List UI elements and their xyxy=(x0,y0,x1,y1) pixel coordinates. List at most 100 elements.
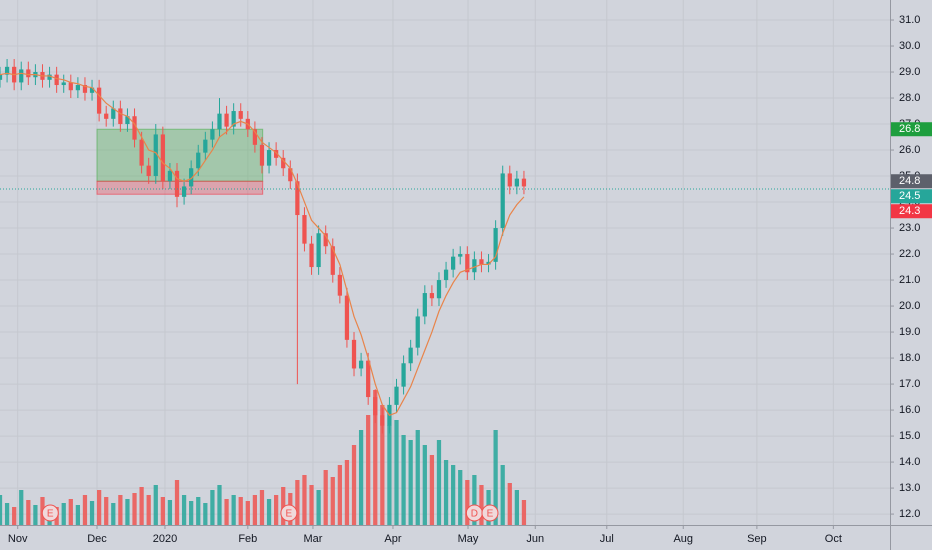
candle-body xyxy=(26,69,31,78)
price-label-box xyxy=(891,122,932,137)
volume-bar xyxy=(465,480,470,525)
y-tick-label: 15.0 xyxy=(899,430,920,442)
volume-bar xyxy=(323,470,328,525)
volume-bar xyxy=(104,497,109,525)
volume-bar xyxy=(4,503,10,525)
volume-bar xyxy=(514,490,519,525)
y-tick-label: 21.0 xyxy=(899,274,920,286)
volume-bar xyxy=(75,505,81,525)
candle-body xyxy=(465,254,470,273)
volume-bar xyxy=(337,465,342,525)
volume-bar xyxy=(309,485,314,525)
price-label: 24.8 xyxy=(899,175,920,187)
candle-body xyxy=(146,165,151,177)
candle-body xyxy=(118,108,123,125)
candle-body xyxy=(479,259,484,265)
x-tick-label: May xyxy=(458,533,479,545)
candle-body xyxy=(0,74,3,80)
candle-body xyxy=(337,274,342,296)
y-tick-label: 28.0 xyxy=(899,92,920,104)
candle-body xyxy=(472,259,477,273)
volume-bar xyxy=(451,465,456,525)
candle-body xyxy=(443,269,449,281)
volume-bar xyxy=(12,507,17,525)
event-label: D xyxy=(471,509,478,520)
volume-bar xyxy=(89,501,95,525)
x-tick-label: Jul xyxy=(600,533,614,545)
price-label: 24.5 xyxy=(899,190,920,202)
y-tick-label: 16.0 xyxy=(899,404,920,416)
volume-bar xyxy=(111,503,116,525)
volume-bar xyxy=(231,495,236,525)
x-tick-label: Nov xyxy=(8,533,28,545)
event-marker xyxy=(280,504,298,522)
y-tick-label: 20.0 xyxy=(899,300,920,312)
y-tick-label: 22.0 xyxy=(899,248,920,260)
candle-body xyxy=(132,116,137,140)
volume-bar xyxy=(0,495,3,525)
volume-bar xyxy=(422,445,427,525)
event-marker xyxy=(41,504,59,522)
candle-body xyxy=(493,228,498,262)
candle-body xyxy=(415,316,420,348)
candle-body xyxy=(238,111,243,119)
y-tick-label: 26.0 xyxy=(899,144,920,156)
volume-bar xyxy=(351,445,357,525)
x-tick-label: Feb xyxy=(238,533,257,545)
volume-bar xyxy=(408,440,413,525)
candle-body xyxy=(408,347,413,364)
price-label-box xyxy=(891,189,932,204)
volume-bar xyxy=(118,495,123,525)
volume-bar xyxy=(302,475,307,525)
candle-body xyxy=(266,150,272,166)
volume-bar xyxy=(266,499,272,525)
volume-bar xyxy=(68,499,73,525)
volume-bar xyxy=(160,497,165,525)
x-tick-label: 2020 xyxy=(153,533,177,545)
candle-body xyxy=(288,168,293,182)
volume-bar xyxy=(146,495,151,525)
candle-body xyxy=(358,360,364,369)
candle-body xyxy=(309,243,314,268)
volume-bar xyxy=(97,490,102,525)
candle-body xyxy=(451,256,456,270)
candle-body xyxy=(422,293,427,317)
volume-bar xyxy=(443,460,449,525)
candle-body xyxy=(507,173,512,187)
candle-body xyxy=(401,363,406,387)
volume-bar xyxy=(210,490,215,525)
stop-zone xyxy=(96,180,264,195)
volume-bar xyxy=(281,487,286,525)
candle-body xyxy=(394,386,399,405)
candle-body xyxy=(97,87,102,114)
candle-body xyxy=(224,113,229,127)
candle-body xyxy=(259,144,265,166)
volume-bar xyxy=(217,485,222,525)
volume-bar xyxy=(479,485,484,525)
x-tick-label: Oct xyxy=(825,533,842,545)
candle-body xyxy=(281,157,286,169)
candle-body xyxy=(89,87,95,93)
candle-body xyxy=(366,360,371,398)
volume-bar xyxy=(373,390,378,525)
candle-body xyxy=(19,69,24,83)
candle-body xyxy=(274,150,279,158)
volume-bar xyxy=(33,505,38,525)
candle-body xyxy=(295,181,300,216)
candle-body xyxy=(486,261,491,265)
candle-body xyxy=(68,82,73,91)
candle-body xyxy=(521,178,527,187)
candle-body xyxy=(330,246,335,275)
candle-body xyxy=(111,108,116,119)
candle-body xyxy=(380,415,385,426)
volume-bar xyxy=(458,470,463,525)
volume-bar xyxy=(125,499,130,525)
candle-body xyxy=(153,134,158,177)
volume-bar xyxy=(493,430,498,525)
candle-body xyxy=(75,85,81,91)
candle-body xyxy=(217,113,222,130)
candle-body xyxy=(181,186,187,197)
